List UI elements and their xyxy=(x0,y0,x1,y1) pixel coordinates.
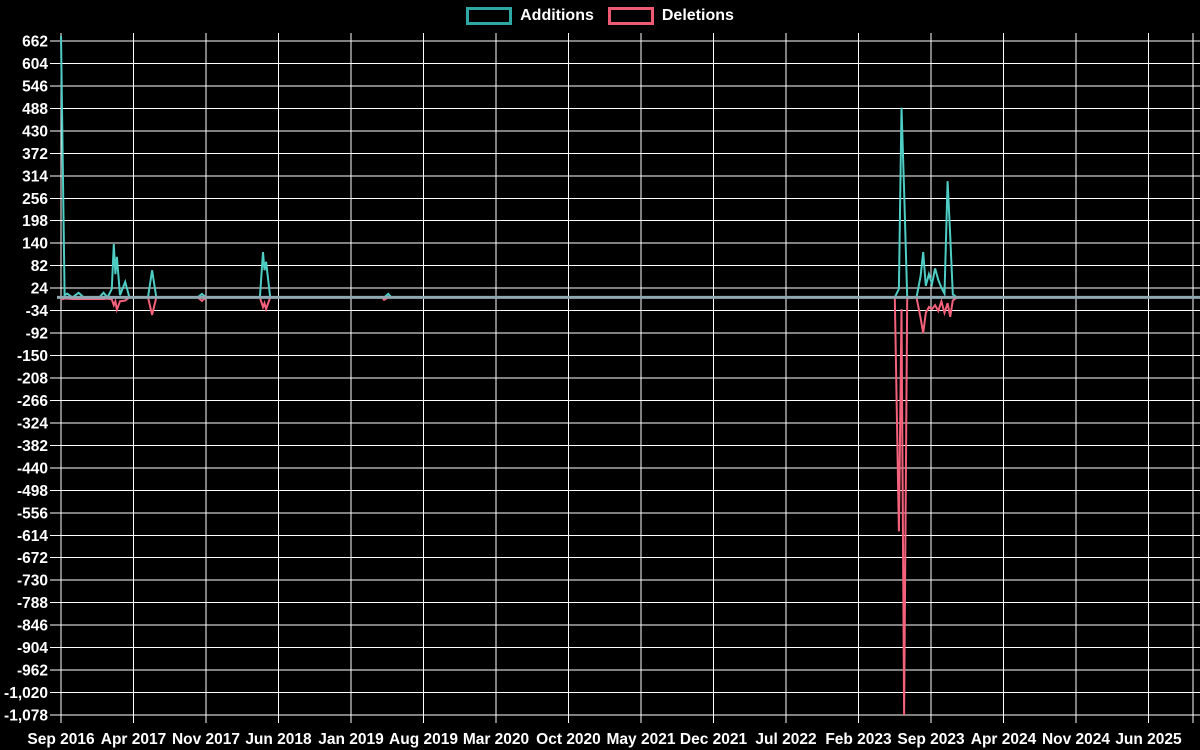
legend-item-deletions[interactable]: Deletions xyxy=(607,7,734,25)
x-tick-label: Jun 2018 xyxy=(245,731,312,748)
y-tick-label: -730 xyxy=(17,573,48,590)
x-tick-label: Nov 2017 xyxy=(172,731,240,748)
y-tick-label: -556 xyxy=(17,505,48,522)
y-tick-label: -382 xyxy=(17,438,48,455)
x-tick-label: Apr 2024 xyxy=(971,731,1037,748)
y-tick-label: -788 xyxy=(17,595,48,612)
y-tick-label: 372 xyxy=(22,146,48,163)
y-tick-label: 256 xyxy=(22,191,48,208)
y-tick-label: -614 xyxy=(17,528,48,545)
x-tick-label: Dec 2021 xyxy=(680,731,748,748)
x-tick-label: Sep 2023 xyxy=(897,731,965,748)
x-tick-label: Oct 2020 xyxy=(536,731,601,748)
x-tick-label: Nov 2024 xyxy=(1042,731,1110,748)
additions-line xyxy=(60,35,1200,300)
y-tick-label: -92 xyxy=(26,326,48,343)
x-tick-label: Jul 2022 xyxy=(755,731,816,748)
x-tick-label: Mar 2020 xyxy=(463,731,529,748)
x-tick-label: Jan 2019 xyxy=(318,731,384,748)
y-tick-label: -208 xyxy=(17,371,48,388)
y-tick-label: 140 xyxy=(22,236,48,253)
x-tick-label: Aug 2019 xyxy=(389,731,458,748)
y-tick-label: 604 xyxy=(22,56,48,73)
y-tick-label: 314 xyxy=(22,168,48,185)
y-tick-label: -846 xyxy=(17,618,48,635)
legend-label-additions: Additions xyxy=(520,7,594,24)
y-tick-label: -34 xyxy=(26,303,49,320)
y-tick-label: 24 xyxy=(31,281,49,298)
x-tick-label: Jun 2025 xyxy=(1115,731,1182,748)
y-tick-label: -150 xyxy=(17,348,48,365)
deletions-line xyxy=(60,296,1200,716)
y-tick-label: -266 xyxy=(17,393,48,410)
y-tick-label: 430 xyxy=(22,123,48,140)
y-tick-label: 662 xyxy=(22,34,48,51)
y-tick-label: -498 xyxy=(17,483,48,500)
gridlines xyxy=(50,33,1200,723)
x-tick-label: May 2021 xyxy=(607,731,676,748)
y-tick-label: -672 xyxy=(17,550,48,567)
y-tick-label: 198 xyxy=(22,213,48,230)
y-axis-labels: 662 604 546 488 430 372 314 256 198 140 82 24 -34 -92… xyxy=(4,34,48,725)
legend-swatch-deletions xyxy=(607,7,654,25)
legend-label-deletions: Deletions xyxy=(661,7,734,24)
x-tick-label: Apr 2017 xyxy=(101,731,166,748)
y-tick-label: -324 xyxy=(17,415,48,432)
y-tick-label: -904 xyxy=(17,640,48,657)
y-tick-label: 488 xyxy=(22,101,48,118)
y-tick-label: 546 xyxy=(22,78,48,95)
y-tick-label: -962 xyxy=(17,663,48,680)
y-tick-label: -1,078 xyxy=(4,708,48,725)
y-tick-label: 82 xyxy=(31,258,48,275)
x-tick-label: Feb 2023 xyxy=(825,731,892,748)
legend-swatch-additions xyxy=(466,7,513,25)
chart-legend: Additions Deletions xyxy=(0,7,1200,25)
y-tick-label: -1,020 xyxy=(4,685,48,702)
x-tick-label: Sep 2016 xyxy=(27,731,95,748)
legend-item-additions[interactable]: Additions xyxy=(466,7,594,25)
x-axis-labels: Sep 2016 Apr 2017 Nov 2017 Jun 2018 Jan 2019… xyxy=(27,731,1182,748)
y-tick-label: -440 xyxy=(17,460,48,477)
